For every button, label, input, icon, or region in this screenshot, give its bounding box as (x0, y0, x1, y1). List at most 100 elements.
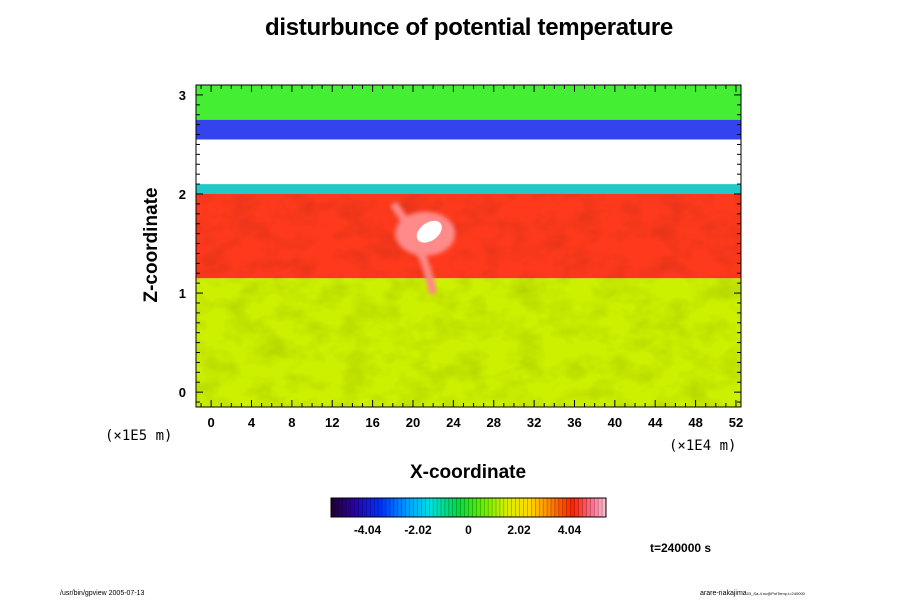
colorbar-cell (555, 498, 559, 517)
colorbar-cell (351, 498, 355, 517)
colorbar-cell (598, 498, 602, 517)
colorbar-cell (469, 498, 473, 517)
x-tick-label: 48 (688, 415, 702, 430)
colorbar-cell (331, 498, 335, 517)
z-tick-label: 0 (179, 385, 186, 400)
colorbar-cell (492, 498, 496, 517)
colorbar-cell (488, 498, 492, 517)
colorbar-cell (480, 498, 484, 517)
colorbar-tick-label: 4.04 (558, 523, 582, 537)
colorbar-cell (335, 498, 339, 517)
x-tick-label: 52 (729, 415, 743, 430)
colorbar-cell (472, 498, 476, 517)
colorbar-cell (394, 498, 398, 517)
colorbar: -4.04 -2.02 0 2.02 4.04 (331, 498, 606, 537)
colorbar-cell (339, 498, 343, 517)
colorbar-cell (445, 498, 449, 517)
colorbar-tick-label: 2.02 (507, 523, 531, 537)
x-tick-label: 36 (567, 415, 581, 430)
colorbar-cell (374, 498, 378, 517)
colorbar-cell (453, 498, 457, 517)
x-tick-label: 8 (288, 415, 295, 430)
colorbar-cell (461, 498, 465, 517)
x-tick-label: 28 (486, 415, 500, 430)
footer-right-main: arare-nakajima (700, 590, 747, 597)
colorbar-cell (582, 498, 586, 517)
plot-area (196, 85, 741, 407)
colorbar-cell (524, 498, 528, 517)
colorbar-cell (590, 498, 594, 517)
colorbar-cell (433, 498, 437, 517)
z-unit-label: (×1E5 m) (105, 428, 172, 444)
colorbar-cell (429, 498, 433, 517)
colorbar-cell (476, 498, 480, 517)
colorbar-cell (500, 498, 504, 517)
colorbar-cell (425, 498, 429, 517)
colorbar-cell (465, 498, 469, 517)
colorbar-cell (417, 498, 421, 517)
colorbar-cell (449, 498, 453, 517)
colorbar-cell (535, 498, 539, 517)
colorbar-cell (579, 498, 583, 517)
colorbar-cell (370, 498, 374, 517)
colorbar-cell (508, 498, 512, 517)
colorbar-cell (484, 498, 488, 517)
colorbar-cell (390, 498, 394, 517)
colorbar-cell (457, 498, 461, 517)
z-axis-title: Z-coordinate (141, 187, 162, 302)
colorbar-cell (520, 498, 524, 517)
colorbar-cell (594, 498, 598, 517)
footer-left: /usr/bin/gpview 2005-07-13 (60, 590, 144, 597)
colorbar-cell (355, 498, 359, 517)
colorbar-cell (563, 498, 567, 517)
colorbar-cell (571, 498, 575, 517)
x-unit-label: (×1E4 m) (669, 438, 736, 454)
x-axis-title: X-coordinate (410, 462, 526, 483)
x-tick-label: 32 (527, 415, 541, 430)
colorbar-cell (531, 498, 535, 517)
colorbar-cell (421, 498, 425, 517)
x-tick-label: 12 (325, 415, 339, 430)
colorbar-cell (366, 498, 370, 517)
colorbar-cell (547, 498, 551, 517)
colorbar-cell (402, 498, 406, 517)
time-label: t=240000 s (650, 541, 711, 555)
colorbar-cell (567, 498, 571, 517)
colorbar-cell (539, 498, 543, 517)
colorbar-cell (496, 498, 500, 517)
z-tick-label: 2 (179, 187, 186, 202)
colorbar-cell (512, 498, 516, 517)
colorbar-cell (382, 498, 386, 517)
colorbar-cell (362, 498, 366, 517)
colorbar-cell (410, 498, 414, 517)
colorbar-cell (551, 498, 555, 517)
colorbar-cell (437, 498, 441, 517)
colorbar-cell (386, 498, 390, 517)
x-tick-label: 16 (365, 415, 379, 430)
x-tick-label: 20 (406, 415, 420, 430)
field-region-2 (196, 184, 741, 194)
colorbar-cell (559, 498, 563, 517)
colorbar-cell (343, 498, 347, 517)
colorbar-tick-label: -2.02 (404, 523, 432, 537)
colorbar-cell (441, 498, 445, 517)
field-region-5 (196, 85, 741, 120)
colorbar-cell (575, 498, 579, 517)
field-texture (196, 194, 741, 407)
colorbar-cell (398, 498, 402, 517)
field-region-3 (196, 139, 741, 184)
colorbar-cell (504, 498, 508, 517)
x-tick-label: 0 (208, 415, 215, 430)
footer-right: arare-nakajima03_Sa-4.nc@PotTemp,t=24000… (700, 590, 805, 597)
z-tick-label: 3 (179, 88, 186, 103)
z-tick-label: 1 (179, 286, 186, 301)
colorbar-tick-label: -4.04 (354, 523, 382, 537)
colorbar-cell (586, 498, 590, 517)
colorbar-cell (347, 498, 351, 517)
footer-right-small: 03_Sa-4.nc@PotTemp,t=240000 (747, 591, 805, 596)
turbulence-texture (196, 194, 741, 407)
colorbar-cell (527, 498, 531, 517)
x-tick-label: 44 (648, 415, 663, 430)
colorbar-cell (414, 498, 418, 517)
colorbar-cell (543, 498, 547, 517)
